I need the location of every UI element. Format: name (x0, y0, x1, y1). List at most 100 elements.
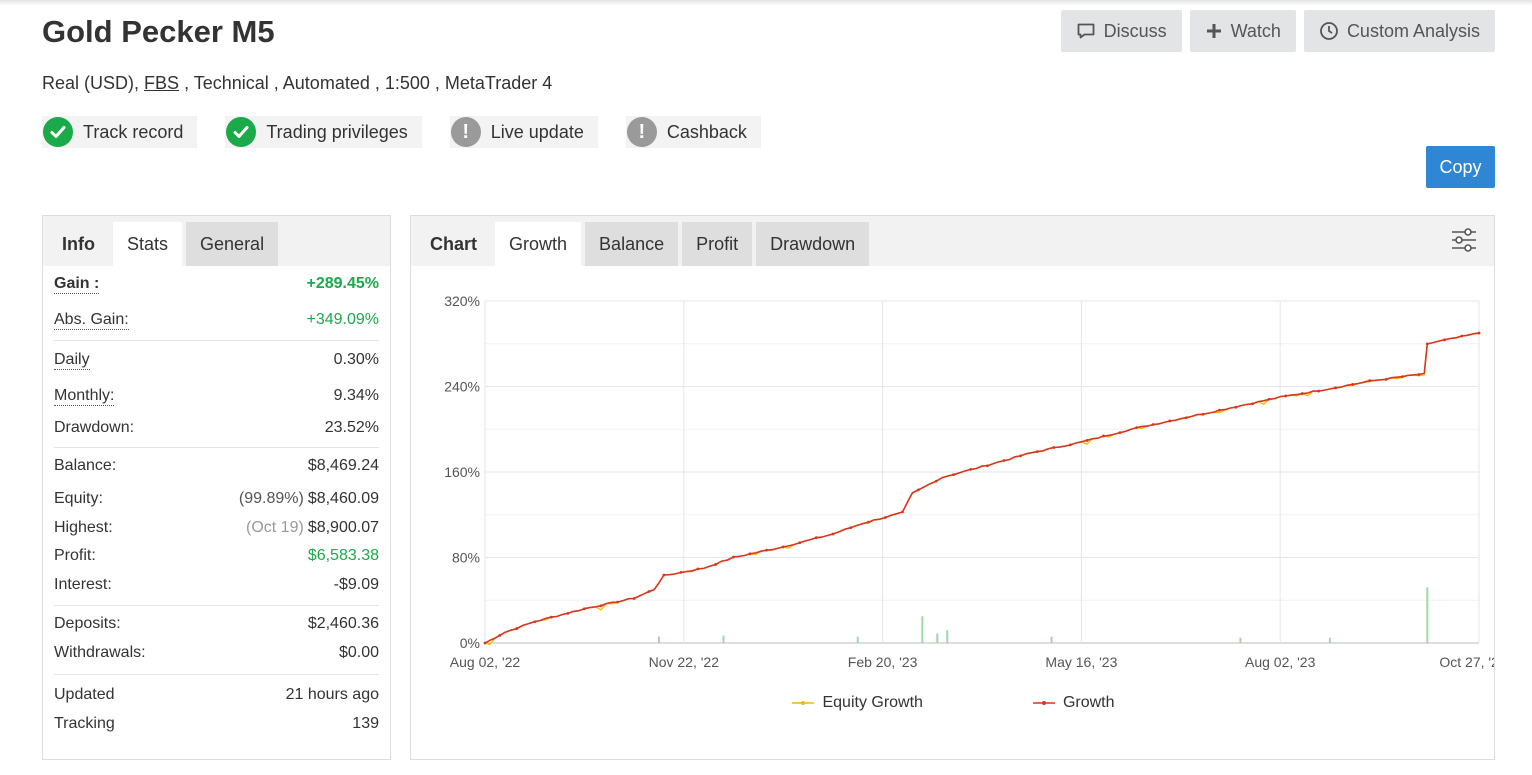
balance-label: Balance: (54, 457, 117, 474)
broker-link[interactable]: FBS (144, 73, 180, 93)
x-tick-label: Nov 22, '22 (649, 654, 720, 670)
growth-point (1368, 379, 1372, 383)
x-tick-label: Feb 20, '23 (848, 654, 918, 670)
discuss-label: Discuss (1103, 20, 1167, 41)
growth-point (952, 473, 955, 477)
stat-row-updated: Updated 21 hours ago (54, 675, 379, 715)
stat-row-monthly: Monthly: 9.34% (54, 379, 379, 413)
growth-point (1052, 446, 1056, 449)
stat-row-daily: Daily 0.30% (54, 341, 379, 379)
growth-point (549, 615, 553, 619)
x-tick-label: Aug 02, '22 (450, 654, 521, 670)
volume-bar (936, 633, 939, 643)
legend-equity-growth[interactable]: Equity Growth (792, 694, 923, 712)
growth-point (1035, 450, 1039, 454)
tab-general[interactable]: General (186, 222, 279, 266)
volume-bar (657, 636, 660, 643)
abs-gain-label[interactable]: Abs. Gain: (54, 310, 129, 330)
daily-label[interactable]: Daily (54, 350, 90, 370)
stat-row-drawdown: Drawdown: 23.52% (54, 413, 379, 443)
profit-label: Profit: (54, 547, 96, 564)
equity-percent: (99.89%) (238, 489, 304, 507)
equity-label: Equity: (54, 489, 103, 507)
growth-point (696, 567, 700, 571)
highest-date: (Oct 19) (246, 518, 304, 536)
watch-button[interactable]: Watch (1189, 10, 1296, 52)
growth-point (814, 536, 818, 540)
copy-button[interactable]: Copy (1426, 146, 1495, 188)
custom-analysis-button[interactable]: Custom Analysis (1303, 10, 1495, 52)
custom-analysis-label: Custom Analysis (1346, 20, 1480, 41)
stat-row-equity: Equity: (99.89%) $8,460.09 (54, 484, 379, 513)
stat-row-interest: Interest: -$9.09 (54, 570, 379, 599)
y-tick-label: 80% (452, 550, 480, 566)
drawdown-value: 23.52% (324, 419, 379, 436)
exclamation-icon: ! (626, 117, 657, 147)
daily-value: 0.30% (333, 351, 379, 368)
tab-stats[interactable]: Stats (113, 222, 183, 266)
growth-point (483, 641, 487, 645)
growth-chart[interactable]: 0% 80% 160% 240% 320% Aug 02, '22 Nov 22, '22 F… (411, 266, 1494, 696)
volume-bar (1239, 637, 1242, 643)
growth-point (1425, 342, 1429, 346)
chat-icon (1076, 21, 1096, 41)
volume-bar (1328, 637, 1331, 643)
badge-label: Cashback (666, 121, 747, 142)
account-type: Real (USD), (42, 73, 140, 93)
tracking-label: Tracking (54, 715, 115, 732)
growth-point (498, 633, 502, 637)
chart-tabs: Chart Growth Balance Profit Drawdown (411, 216, 1494, 266)
tab-balance[interactable]: Balance (585, 222, 679, 266)
updated-label: Updated (54, 686, 115, 703)
badge-live-update: ! Live update (449, 116, 598, 148)
volume-bar (722, 635, 725, 643)
discuss-button[interactable]: Discuss (1060, 10, 1182, 52)
divider (54, 605, 379, 606)
growth-point (1151, 423, 1155, 426)
tab-drawdown[interactable]: Drawdown (756, 222, 870, 266)
interest-label: Interest: (54, 575, 112, 593)
divider (54, 340, 379, 341)
highest-value: $8,900.07 (307, 518, 379, 536)
divider (54, 674, 379, 675)
growth-point (901, 510, 904, 514)
growth-point (1068, 443, 1072, 447)
sliders-icon[interactable] (1450, 226, 1478, 259)
growth-point (1317, 389, 1321, 393)
tab-chart[interactable]: Chart (430, 233, 478, 254)
growth-point (1002, 459, 1006, 462)
gain-value: +289.45% (306, 275, 379, 292)
stat-row-highest: Highest: (Oct 19) $8,900.07 (54, 513, 379, 542)
growth-point (1267, 397, 1271, 401)
updated-value: 21 hours ago (285, 686, 379, 703)
growth-point (616, 600, 619, 604)
tab-profit[interactable]: Profit (682, 222, 753, 266)
tab-info[interactable]: Info (62, 233, 95, 254)
badge-label: Live update (490, 121, 584, 142)
volume-bar (1050, 636, 1053, 643)
legend-growth[interactable]: Growth (1032, 694, 1115, 712)
monthly-label[interactable]: Monthly: (54, 386, 115, 406)
growth-point (884, 516, 887, 519)
y-tick-label: 240% (444, 379, 480, 395)
stat-row-abs-gain: Abs. Gain: +349.09% (54, 302, 379, 338)
x-tick-label: Oct 27, '23 (1439, 654, 1494, 670)
growth-point (1019, 454, 1023, 458)
page-title: Gold Pecker M5 (42, 14, 275, 49)
growth-point (566, 612, 570, 615)
growth-point (986, 464, 989, 468)
watch-label: Watch (1230, 20, 1281, 41)
growth-point (1234, 405, 1238, 409)
withdrawals-label: Withdrawals: (54, 644, 146, 661)
tab-growth[interactable]: Growth (495, 222, 582, 266)
stat-row-balance: Balance: $8,469.24 (54, 448, 379, 484)
growth-point (1201, 412, 1205, 416)
gain-label[interactable]: Gain : (54, 274, 100, 294)
status-badges: Track record Trading privileges ! Live u… (42, 116, 761, 148)
growth-point (748, 552, 752, 556)
badge-track-record: Track record (42, 116, 198, 148)
growth-point (867, 520, 870, 524)
clock-icon (1319, 21, 1339, 41)
growth-point (1118, 431, 1122, 435)
y-tick-label: 320% (444, 293, 480, 309)
